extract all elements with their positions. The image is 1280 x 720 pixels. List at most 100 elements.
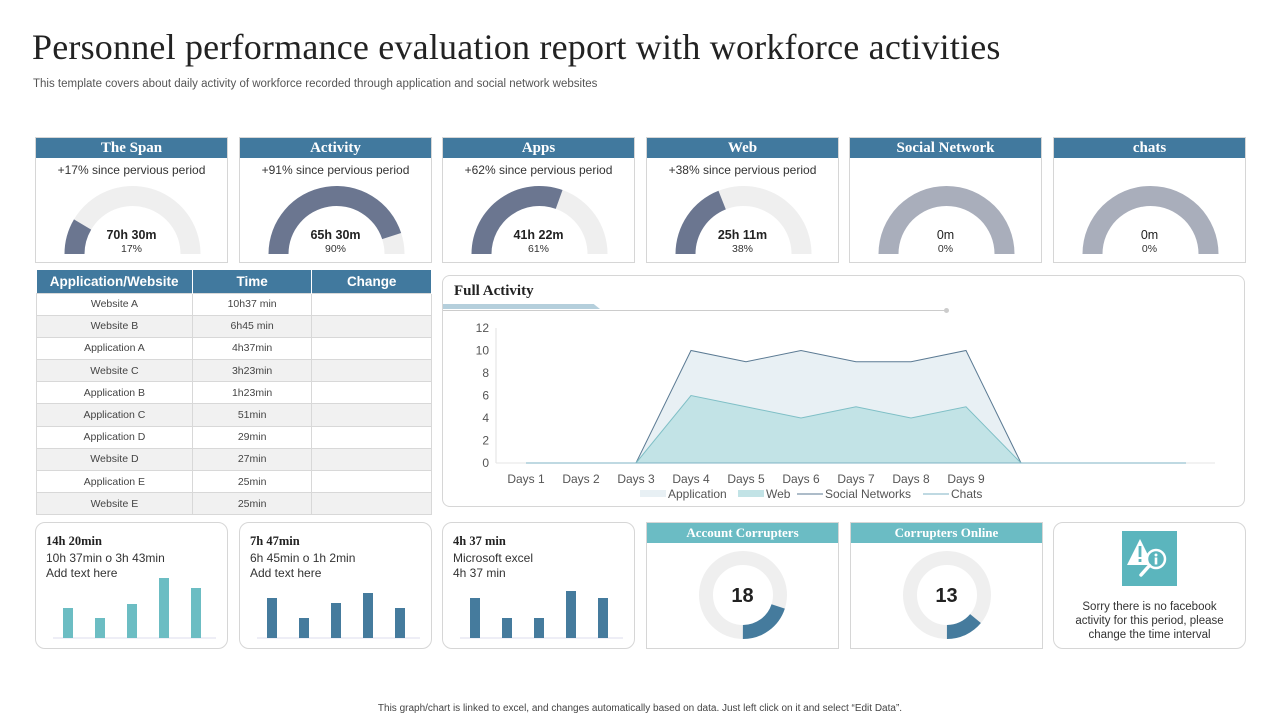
change-cell	[311, 492, 432, 516]
notice-message: Sorry there is no facebook activity for …	[1054, 600, 1245, 642]
app-name-cell: Application A	[36, 336, 193, 361]
kpi-card-web[interactable]: Web +38% since pervious period 25h 11m 38%	[646, 137, 839, 263]
area-web[interactable]	[526, 395, 1186, 464]
kpi-card-activity[interactable]: Activity +91% since pervious period 65h 30…	[239, 137, 432, 263]
gauge-track	[718, 186, 812, 254]
kpi-card-apps[interactable]: Apps +62% since pervious period 41h 22m 61%	[442, 137, 635, 263]
kpi-change-text: +62% since pervious period	[464, 163, 613, 177]
chart-title: Full Activity	[454, 283, 534, 299]
kpi-title: The Span	[36, 138, 227, 158]
donut-fill	[699, 551, 787, 639]
summary-card-1[interactable]: 14h 20min 10h 37min o 3h 43min Add text he…	[35, 522, 228, 649]
time-cell: 29min	[191, 425, 313, 449]
donut-value: 18	[731, 585, 754, 607]
kpi-change-text: +38% since pervious period	[668, 163, 817, 177]
summary-note: Add text here	[250, 566, 322, 580]
mini-bar	[566, 591, 576, 638]
mini-bar	[299, 618, 309, 638]
gauge-track	[555, 190, 608, 254]
gauge-track	[382, 232, 405, 254]
kpi-card-the-span[interactable]: The Span +17% since pervious period 70h 30…	[35, 137, 228, 263]
usage-table: Application/Website Time Change Website …	[36, 270, 432, 516]
time-cell: 10h37 min	[191, 292, 313, 316]
app-name-cell: Application B	[36, 381, 193, 405]
time-cell: 27min	[191, 447, 313, 472]
donut-card-1[interactable]: Account Corrupters 18	[646, 522, 839, 649]
mini-bar	[363, 593, 373, 638]
change-cell	[311, 447, 432, 472]
y-tick-label: 10	[476, 344, 490, 358]
kpi-title: Web	[647, 138, 838, 158]
time-cell: 25min	[191, 492, 313, 516]
notice-line-1: Sorry there is no facebook	[1082, 601, 1217, 613]
mini-bar	[534, 618, 544, 638]
warning-search-icon	[1122, 531, 1177, 586]
legend-swatch-web	[738, 490, 764, 497]
table-row: Website B 6h45 min	[36, 314, 432, 338]
x-tick-label: Days 2	[562, 472, 600, 486]
y-tick-label: 0	[482, 456, 489, 470]
kpi-change-text: +91% since pervious period	[261, 163, 410, 177]
time-cell: 1h23min	[191, 381, 313, 405]
table-row: Website E 25min	[36, 492, 432, 516]
summary-note: 4h 37 min	[453, 566, 506, 580]
mini-bar	[395, 608, 405, 638]
gauge-chart	[471, 186, 608, 254]
notice-line-2: activity for this period, please	[1075, 615, 1224, 627]
y-tick-label: 6	[482, 389, 489, 403]
kpi-card-social-network[interactable]: Social Network 0m 0%	[849, 137, 1042, 263]
footer-note: This graph/chart is linked to excel, and…	[377, 703, 903, 714]
y-tick-label: 4	[482, 411, 489, 425]
summary-card-2[interactable]: 7h 47min 6h 45min o 1h 2min Add text here	[239, 522, 432, 649]
donut-card-2[interactable]: Corrupters Online 13	[850, 522, 1043, 649]
legend-label-social-networks: Social Networks	[825, 487, 911, 501]
kpi-card-chats[interactable]: chats 0m 0%	[1053, 137, 1246, 263]
time-cell: 6h45 min	[191, 314, 313, 338]
gauge-chart	[1082, 186, 1219, 254]
mini-bar	[191, 588, 201, 638]
summary-total: 7h 47min	[250, 534, 300, 548]
table-row: Application A 4h37min	[36, 336, 432, 361]
summary-total: 4h 37 min	[453, 534, 506, 548]
gauge-chart	[268, 186, 405, 254]
donut-chart	[903, 551, 991, 639]
full-activity-panel[interactable]: Full Activity 0 2 4 6 8 10 12 Days 1 Days 2 Days …	[442, 275, 1245, 507]
column-header-time: Time	[192, 270, 313, 293]
legend-label-web: Web	[766, 487, 791, 501]
app-name-cell: Website E	[36, 492, 193, 516]
change-cell	[311, 336, 432, 361]
y-tick-label: 12	[476, 321, 490, 335]
kpi-change-text	[850, 163, 1041, 177]
x-tick-label: Days 3	[617, 472, 655, 486]
gauge-empty	[878, 186, 1015, 254]
gauge-empty	[1082, 186, 1219, 254]
summary-detail: Microsoft excel	[453, 551, 534, 565]
page-subtitle: This template covers about daily activit…	[33, 78, 598, 90]
gauge-percent: 0%	[937, 243, 954, 255]
y-tick-label: 8	[482, 366, 489, 380]
app-name-cell: Website D	[36, 447, 193, 472]
mini-bar-chart	[257, 593, 420, 639]
kpi-title: Activity	[240, 138, 431, 158]
kpi-title: Social Network	[850, 138, 1041, 158]
gauge-value: 25h 11m	[717, 228, 768, 242]
legend-label-application: Application	[668, 487, 727, 501]
app-name-cell: Website B	[36, 314, 193, 338]
x-tick-label: Days 6	[782, 472, 820, 486]
mini-bar	[95, 618, 105, 638]
change-cell	[311, 314, 432, 338]
x-tick-label: Days 9	[947, 472, 985, 486]
table-row: Application D 29min	[36, 425, 432, 449]
app-name-cell: Website A	[36, 292, 193, 316]
change-cell	[311, 292, 432, 316]
table-row: Website D 27min	[36, 447, 432, 472]
time-cell: 25min	[191, 469, 313, 494]
summary-note: Add text here	[46, 566, 118, 580]
page-title: Personnel performance evaluation report …	[32, 27, 1001, 67]
summary-card-3[interactable]: 4h 37 min Microsoft excel 4h 37 min	[442, 522, 635, 649]
full-activity-chart[interactable]: 0 2 4 6 8 10 12 Days 1 Days 2 Days 3 Days 4 Days 5 D…	[443, 276, 1246, 508]
mini-bar	[159, 578, 169, 638]
column-header-app: Application/Website	[36, 270, 193, 293]
x-tick-label: Days 7	[837, 472, 875, 486]
kpi-title: Apps	[443, 138, 634, 158]
